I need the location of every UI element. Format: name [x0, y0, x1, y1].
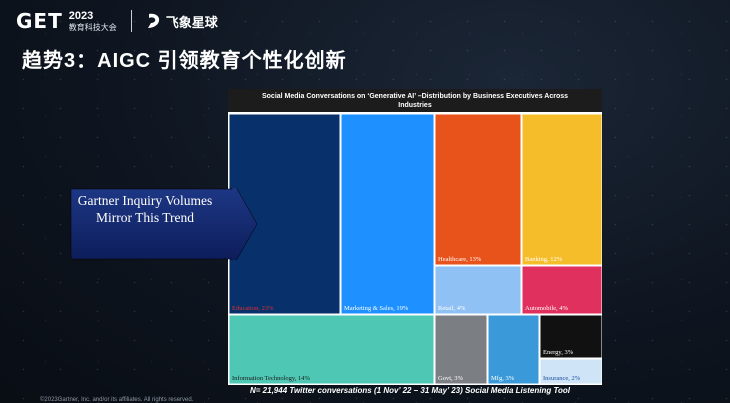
treemap-tile-retail: [434, 265, 522, 315]
logo-divider: [130, 10, 132, 32]
treemap-tile-insurance: [539, 358, 602, 385]
get-logo: GET 2023 教育科技大会: [16, 9, 117, 33]
treemap-tile-govt: [434, 314, 488, 385]
callout-text: Gartner Inquiry Volumes Mirror This Tren…: [77, 193, 213, 225]
slide-title: 趋势3：AIGC 引领教育个性化创新: [22, 50, 347, 72]
treemap-label-marketing-sales: Marketing & Sales, 19%: [344, 305, 409, 312]
treemap-svg: Education, 23% Marketing & Sales, 19% Heal…: [228, 113, 602, 385]
get-logo-mark: GET: [16, 9, 63, 33]
treemap-tile-banking: [521, 113, 602, 266]
treemap-label-automobile: Automobile, 4%: [525, 305, 569, 312]
treemap-tile-energy: [539, 314, 602, 359]
treemap-label-retail: Retail, 4%: [438, 305, 466, 312]
treemap-tile-marketing-sales: [340, 113, 435, 315]
treemap-label-information-technology: Information Technology, 14%: [232, 375, 310, 382]
callout-arrow: [70, 188, 258, 260]
get-logo-year: 2023: [68, 9, 94, 22]
treemap-label-education: Education, 23%: [232, 305, 274, 312]
treemap-label-mfg: Mfg, 3%: [491, 375, 515, 382]
treemap-label-insurance: Insurance, 2%: [543, 375, 581, 382]
treemap-tile-mfg: [487, 314, 540, 385]
chart-title: Social Media Conversations on ‘Generativ…: [228, 89, 602, 112]
treemap-label-energy: Energy, 3%: [543, 349, 574, 356]
treemap-tile-information-technology: [228, 314, 435, 385]
feixiang-logo-text: 飞象星球: [165, 14, 218, 30]
treemap-tile-automobile: [521, 265, 602, 315]
treemap-tile-healthcare: [434, 113, 522, 266]
feixiang-logo-icon: [147, 13, 159, 28]
copyright-text: ©2023Gartner, Inc. and/or its affiliates…: [40, 397, 194, 403]
chart-footnote: N= 21,944 Twitter conversations (1 Nov’ …: [250, 386, 571, 395]
get-logo-subtitle: 教育科技大会: [68, 22, 117, 32]
feixiang-logo: 飞象星球: [146, 12, 218, 31]
treemap-label-govt: Govt, 3%: [438, 375, 464, 382]
treemap-label-banking: Banking, 12%: [525, 256, 563, 263]
header-logos: GET 2023 教育科技大会 飞象星球: [16, 8, 218, 34]
treemap-chart: Education, 23% Marketing & Sales, 19% Heal…: [228, 89, 602, 385]
treemap-label-healthcare: Healthcare, 13%: [438, 256, 482, 263]
